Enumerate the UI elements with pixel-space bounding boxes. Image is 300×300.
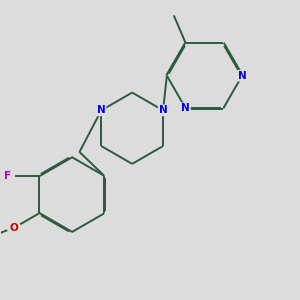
Text: N: N — [97, 105, 106, 116]
Text: O: O — [10, 223, 19, 233]
Text: F: F — [4, 171, 11, 181]
Text: N: N — [181, 103, 190, 113]
Text: N: N — [238, 71, 247, 81]
Text: N: N — [159, 105, 167, 116]
